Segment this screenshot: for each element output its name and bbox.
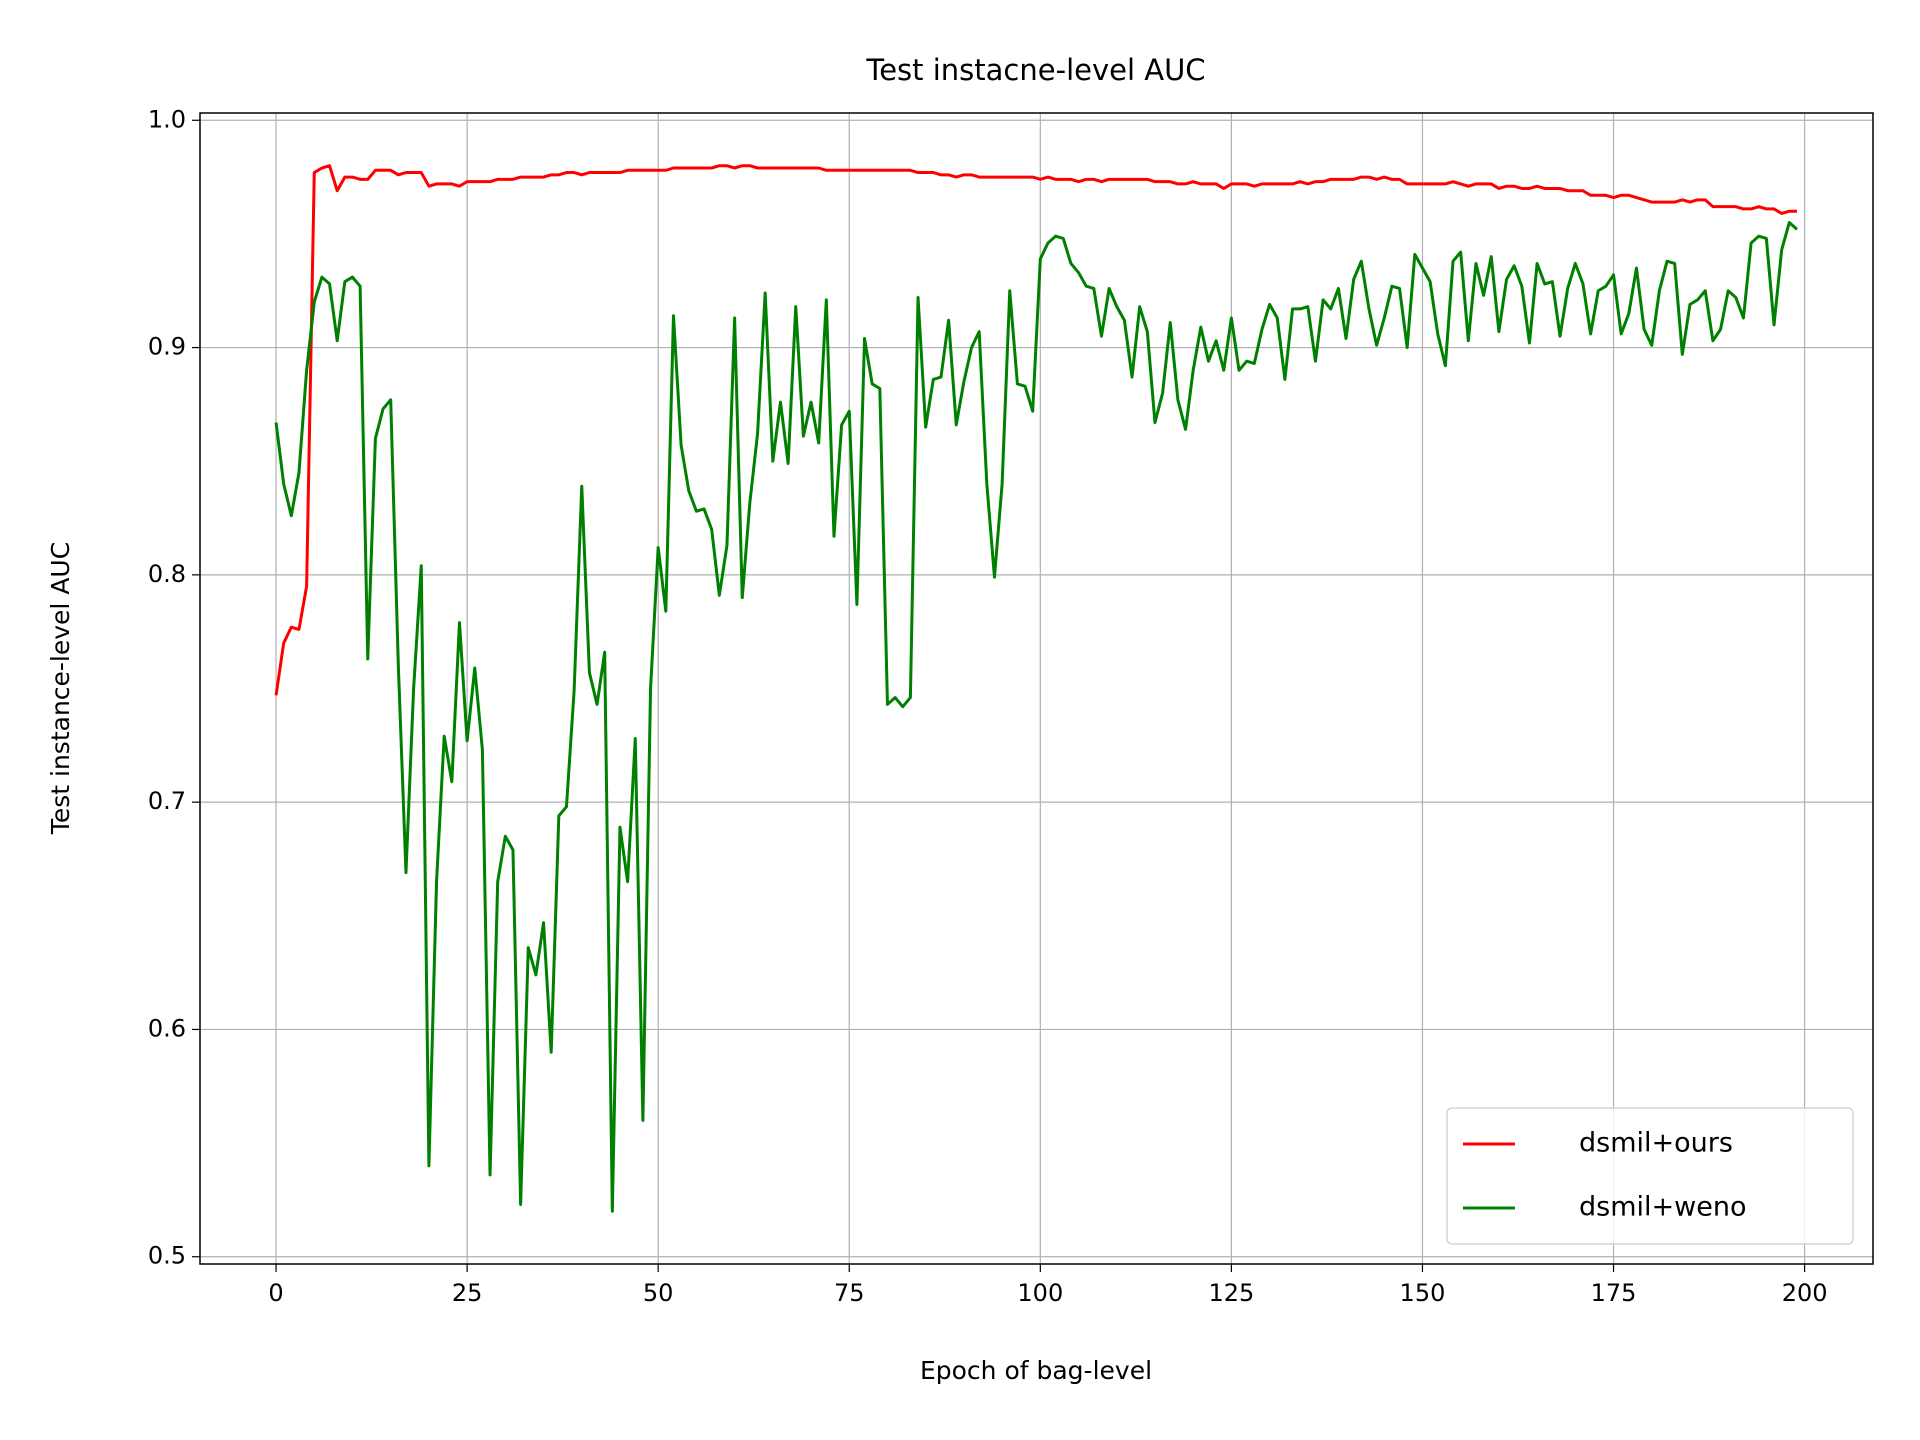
legend-label: dsmil+ours <box>1579 1128 1733 1159</box>
x-tick-label: 200 <box>1782 1279 1828 1307</box>
x-tick-label: 125 <box>1208 1279 1254 1307</box>
grid <box>200 113 1873 1264</box>
x-tick-label: 75 <box>834 1279 865 1307</box>
y-tick-label: 0.7 <box>148 787 186 815</box>
x-axis-label: Epoch of bag-level <box>920 1356 1152 1385</box>
y-tick-label: 0.6 <box>148 1014 186 1042</box>
y-tick-label: 0.9 <box>148 333 186 361</box>
legend-label: dsmil+weno <box>1579 1192 1746 1223</box>
x-tick-label: 50 <box>643 1279 674 1307</box>
x-tick-label: 175 <box>1591 1279 1637 1307</box>
y-tick-label: 0.5 <box>148 1242 186 1270</box>
legend: dsmil+ours dsmil+weno <box>1446 1107 1854 1245</box>
data-line <box>274 164 1797 696</box>
legend-box <box>1446 1107 1854 1245</box>
y-axis-label: Test instance-level AUC <box>46 542 75 835</box>
x-tick-label: 100 <box>1017 1279 1063 1307</box>
x-tick-label: 25 <box>452 1279 483 1307</box>
data-line <box>274 221 1798 1213</box>
x-tick-label: 150 <box>1400 1279 1446 1307</box>
chart-title: Test instacne-level AUC <box>865 53 1205 87</box>
plot-frame <box>199 112 1874 1265</box>
x-tick-label: 0 <box>268 1279 283 1307</box>
y-tick-label: 1.0 <box>148 105 186 133</box>
y-tick-label: 0.8 <box>148 560 186 588</box>
